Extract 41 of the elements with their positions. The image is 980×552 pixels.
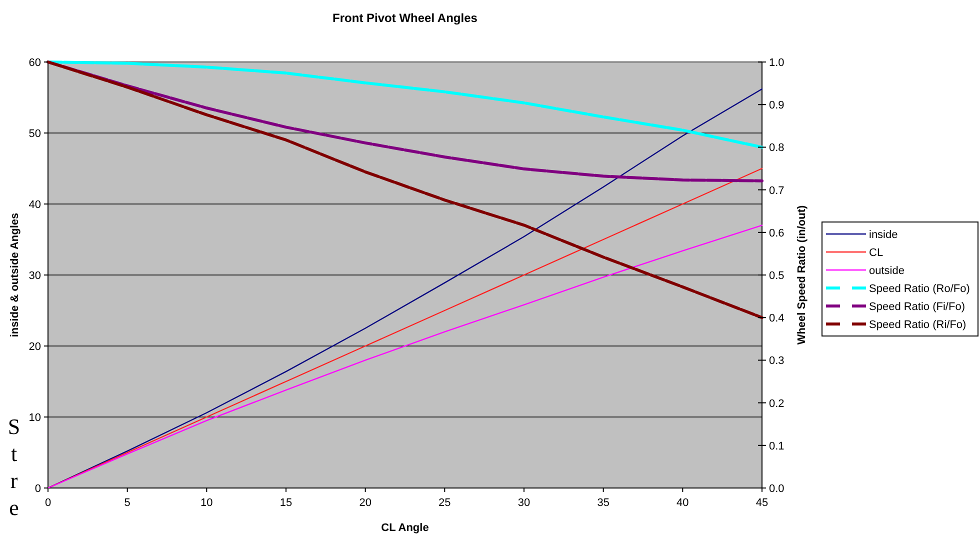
y2-tick-label: 0.1 bbox=[769, 440, 784, 452]
legend-label: Speed Ratio (Fi/Fo) bbox=[869, 301, 965, 313]
x-tick-label: 5 bbox=[124, 497, 130, 509]
y-tick-label: 40 bbox=[28, 199, 41, 211]
y2-tick-label: 0.3 bbox=[769, 355, 784, 368]
y-tick-label: 60 bbox=[28, 57, 41, 69]
y2-axis-title: Wheel Speed Ratio (in/out) bbox=[796, 205, 808, 345]
y-tick-label: 30 bbox=[28, 270, 41, 282]
y2-tick-label: 0.8 bbox=[769, 142, 784, 154]
y2-tick-label: 0.9 bbox=[769, 100, 784, 112]
x-tick-label: 35 bbox=[597, 497, 610, 509]
y-tick-label: 50 bbox=[28, 128, 41, 140]
x-tick-label: 10 bbox=[200, 497, 213, 509]
y2-tick-label: 0.0 bbox=[769, 483, 784, 495]
y2-tick-label: 0.7 bbox=[769, 184, 784, 197]
y2-tick-label: 0.2 bbox=[769, 398, 784, 410]
line-series bbox=[46, 60, 764, 320]
y-axis-title: inside & outside Angles bbox=[9, 212, 21, 338]
legend-label: inside bbox=[869, 229, 898, 241]
y2-tick-label: 0.4 bbox=[769, 312, 784, 325]
line-series bbox=[46, 60, 764, 149]
y2-tick-label: 0.5 bbox=[769, 270, 784, 282]
y-tick-label: 0 bbox=[34, 483, 41, 495]
x-axis-title: CL Angle bbox=[381, 522, 429, 534]
y2-tick-label: 0.6 bbox=[769, 227, 784, 240]
x-tick-label: 0 bbox=[44, 497, 52, 509]
legend-label: Speed Ratio (Ro/Fo) bbox=[869, 283, 970, 295]
chart-title: Front Pivot Wheel Angles bbox=[332, 11, 478, 25]
x-tick-label: 40 bbox=[676, 497, 689, 509]
legend-label: Speed Ratio (Ri/Fo) bbox=[869, 319, 966, 331]
y-tick-label: 20 bbox=[28, 341, 41, 353]
y2-tick-label: 1.0 bbox=[769, 57, 784, 69]
legend-label: CL bbox=[869, 247, 884, 259]
x-tick-label: 30 bbox=[518, 497, 530, 509]
x-tick-label: 45 bbox=[756, 497, 768, 509]
text: Stre bbox=[8, 414, 20, 520]
y-tick-label: 10 bbox=[28, 412, 41, 424]
x-tick-label: 25 bbox=[438, 497, 451, 509]
x-tick-label: 15 bbox=[280, 497, 292, 509]
legend-label: outside bbox=[869, 265, 904, 277]
x-tick-label: 20 bbox=[359, 497, 372, 509]
